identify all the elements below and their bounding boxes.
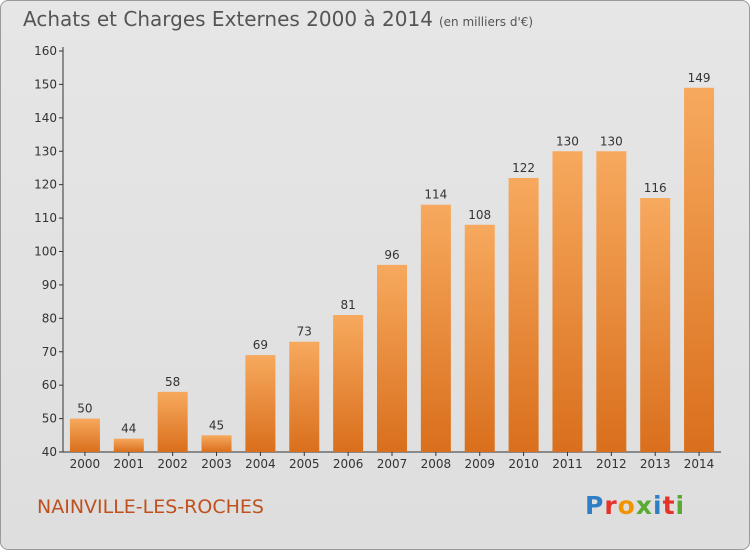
logo-letter: r (604, 491, 618, 520)
bar (596, 151, 627, 452)
data-label: 45 (209, 418, 224, 432)
logo-letter: P (585, 491, 605, 520)
x-tick-label: 2006 (333, 457, 364, 471)
data-label: 130 (600, 134, 623, 148)
bar (552, 151, 583, 452)
bar (420, 204, 451, 452)
x-tick-label: 2001 (114, 457, 145, 471)
chart-title: Achats et Charges Externes 2000 à 2014 (e… (23, 7, 533, 31)
logo-letter: i (653, 491, 663, 520)
x-tick-label: 2003 (201, 457, 232, 471)
bar (201, 435, 232, 452)
y-tick-label: 160 (34, 44, 57, 58)
x-tick-label: 2012 (596, 457, 627, 471)
x-tick-label: 2007 (377, 457, 408, 471)
data-label: 44 (121, 422, 136, 436)
logo-letter: t (662, 491, 676, 520)
x-tick-label: 2010 (508, 457, 539, 471)
x-tick-label: 2005 (289, 457, 320, 471)
x-tick-label: 2013 (640, 457, 671, 471)
x-tick-label: 2004 (245, 457, 276, 471)
x-tick-label: 2014 (684, 457, 715, 471)
bar (289, 341, 320, 452)
bar (640, 198, 671, 452)
chart-title-text: Achats et Charges Externes 2000 à 2014 (23, 7, 433, 31)
data-label: 58 (165, 375, 180, 389)
y-tick-label: 90 (42, 278, 57, 292)
bar (333, 314, 364, 452)
logo-letter: x (635, 491, 653, 520)
data-label: 130 (556, 134, 579, 148)
bar (684, 87, 715, 452)
y-tick-label: 100 (34, 245, 57, 259)
y-tick-label: 70 (42, 345, 57, 359)
y-tick-label: 50 (42, 412, 57, 426)
data-label: 122 (512, 161, 535, 175)
y-tick-label: 110 (34, 211, 57, 225)
logo-letter: i (675, 491, 686, 520)
data-label: 96 (384, 248, 399, 262)
data-label: 73 (297, 325, 312, 339)
chart-unit: (en milliers d'€) (438, 15, 534, 29)
bar (69, 418, 100, 452)
data-label: 50 (77, 402, 92, 416)
y-tick-label: 150 (34, 77, 57, 91)
y-tick-label: 120 (34, 178, 57, 192)
y-tick-label: 80 (42, 311, 57, 325)
commune-name: NAINVILLE-LES-ROCHES (37, 496, 264, 518)
x-tick-label: 2002 (157, 457, 188, 471)
bar (508, 177, 539, 452)
bar (113, 438, 144, 452)
x-tick-label: 2008 (421, 457, 452, 471)
y-tick-label: 60 (42, 378, 57, 392)
x-tick-label: 2011 (552, 457, 583, 471)
data-label: 114 (424, 188, 447, 202)
data-label: 116 (644, 181, 667, 195)
data-label: 69 (253, 338, 268, 352)
bar (464, 224, 495, 452)
y-tick-label: 140 (34, 111, 57, 125)
data-label: 108 (468, 208, 491, 222)
bar (245, 355, 276, 452)
x-tick-label: 2000 (70, 457, 101, 471)
data-label: 81 (340, 298, 355, 312)
bar (157, 391, 188, 452)
data-label: 149 (688, 71, 711, 85)
logo-letter: o (617, 491, 636, 520)
proxiti-logo: Proxiti (585, 491, 685, 520)
x-tick-label: 2009 (464, 457, 495, 471)
y-tick-label: 130 (34, 144, 57, 158)
bar (377, 264, 407, 452)
y-tick-label: 40 (42, 445, 57, 459)
